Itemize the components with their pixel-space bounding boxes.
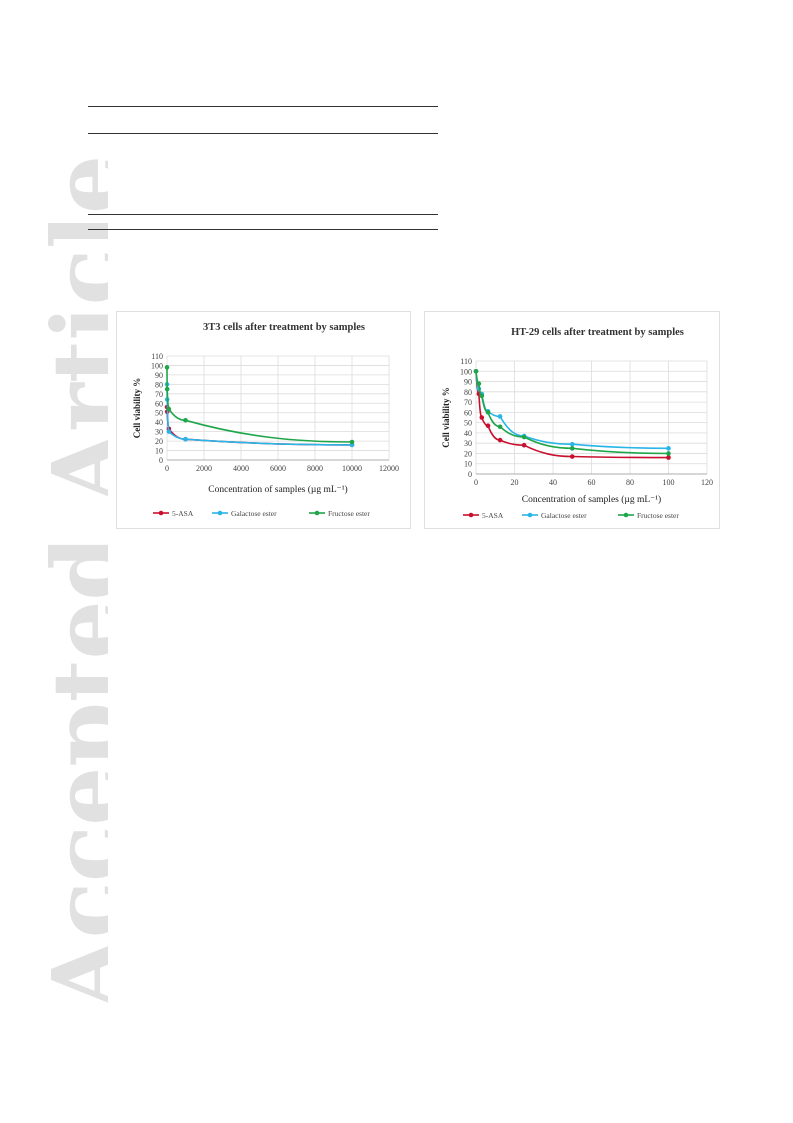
data-point [479,393,485,399]
legend-label: Galactose ester [231,509,277,518]
x-tick-label: 10000 [342,464,362,473]
y-tick-label: 50 [155,409,163,418]
data-point [497,437,503,443]
table-bottom-rule-2 [88,229,438,230]
y-tick-label: 0 [468,470,472,479]
x-tick-label: 12000 [379,464,399,473]
x-tick-label: 60 [588,478,596,487]
y-tick-label: 10 [155,447,163,456]
chart-ht29-svg: HT-29 cells after treatment by samples01… [441,327,713,520]
x-tick-label: 6000 [270,464,286,473]
x-tick-label: 4000 [233,464,249,473]
y-tick-label: 50 [464,419,472,428]
data-point [349,439,355,445]
y-tick-label: 100 [460,367,472,376]
chart-title: HT-29 cells after treatment by samples [511,327,684,338]
table-bottom-rule-1 [88,214,438,215]
data-point [521,434,527,440]
data-point [497,424,503,430]
data-point [569,441,575,447]
series-line-galactose-ester [475,371,669,450]
legend-label: Galactose ester [541,511,587,520]
legend-label: 5-ASA [482,511,504,520]
data-point [476,381,482,386]
x-tick-label: 40 [549,478,557,487]
chart-title: 3T3 cells after treatment by samples [203,322,365,333]
data-point [473,368,479,374]
data-point [497,414,503,419]
data-point [569,454,575,459]
x-tick-label: 120 [701,478,713,487]
y-tick-label: 60 [155,399,163,408]
y-tick-label: 40 [464,429,472,438]
data-point [164,365,170,370]
data-point [485,410,491,415]
x-tick-label: 2000 [196,464,212,473]
x-tick-label: 0 [165,464,169,473]
y-tick-label: 30 [155,428,163,437]
y-tick-label: 80 [464,388,472,397]
data-point [166,429,172,434]
x-tick-label: 20 [511,478,519,487]
data-point [479,415,485,420]
y-tick-label: 20 [155,437,163,446]
data-point [569,446,575,451]
y-tick-label: 30 [464,439,472,448]
y-tick-label: 110 [151,352,163,361]
legend-swatch-marker [217,510,223,516]
x-tick-label: 0 [474,478,478,487]
x-axis-title: Concentration of samples (µg mL⁻¹) [208,484,347,495]
data-point [521,442,527,448]
data-point [666,451,671,456]
x-tick-label: 100 [663,478,675,487]
legend-label: Fructose ester [637,511,679,520]
legend-label: 5-ASA [172,509,194,518]
data-point [485,423,491,429]
y-tick-label: 70 [155,390,163,399]
y-tick-label: 90 [464,378,472,387]
watermark-text: Accepted Article [32,155,108,1011]
data-point [164,386,170,392]
legend-swatch-marker [314,510,320,516]
y-tick-label: 110 [460,357,472,366]
y-tick-label: 0 [159,456,163,465]
y-tick-label: 10 [464,460,472,469]
data-point [183,417,188,423]
y-tick-label: 20 [464,449,472,458]
chart-ht29: HT-29 cells after treatment by samples 0 1… [424,311,720,529]
legend-swatch-marker [158,510,164,516]
y-axis-title: Cell viability % [441,387,451,448]
accepted-article-watermark: Accepted Article [32,155,108,1011]
legend-swatch-marker [468,512,474,518]
y-axis-title: Cell viability % [132,378,142,439]
x-tick-label: 80 [626,478,634,487]
y-tick-label: 90 [155,371,163,380]
data-point [666,455,671,460]
x-tick-label: 8000 [307,464,323,473]
y-tick-label: 40 [155,418,163,427]
y-tick-label: 60 [464,408,472,417]
table-top-rule [88,106,438,107]
legend-swatch-marker [527,512,533,518]
legend-label: Fructose ester [328,509,370,518]
data-point [183,436,188,442]
legend-swatch-marker [623,512,629,518]
chart-3t3: 3T3 cells after treatment by samples 0 10 2… [116,311,411,529]
table-header-rule [88,133,438,134]
data-point [166,406,172,412]
chart-3t3-svg: 3T3 cells after treatment by samples0102… [132,322,399,518]
y-tick-label: 80 [155,380,163,389]
x-axis-title: Concentration of samples (µg mL⁻¹) [522,494,661,505]
data-point [666,446,671,451]
y-tick-label: 70 [464,398,472,407]
y-tick-label: 100 [151,361,163,370]
series-line-fructose-ester [166,367,353,443]
